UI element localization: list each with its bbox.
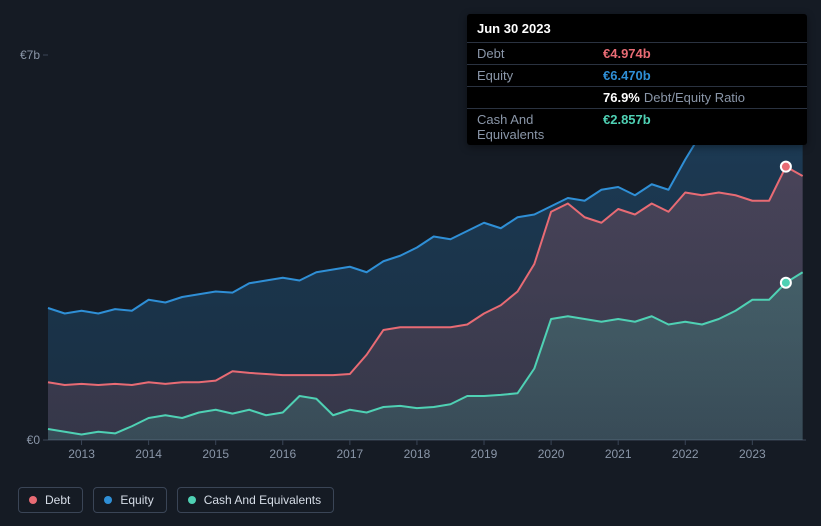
tooltip-row: Debt€4.974b: [467, 42, 807, 64]
legend-label: Debt: [45, 493, 70, 507]
svg-text:2022: 2022: [672, 447, 699, 461]
svg-text:2013: 2013: [68, 447, 95, 461]
tooltip-rows: Debt€4.974bEquity€6.470b76.9%Debt/Equity…: [467, 42, 807, 145]
tooltip-row: Equity€6.470b: [467, 64, 807, 86]
legend: Debt Equity Cash And Equivalents: [18, 487, 334, 513]
tooltip-value: €4.974b: [603, 46, 651, 61]
legend-item[interactable]: Debt: [18, 487, 83, 513]
svg-text:2017: 2017: [337, 447, 364, 461]
svg-text:2023: 2023: [739, 447, 766, 461]
svg-text:2014: 2014: [135, 447, 162, 461]
tooltip-row: Cash And Equivalents€2.857b: [467, 108, 807, 145]
legend-label: Cash And Equivalents: [204, 493, 321, 507]
legend-item[interactable]: Equity: [93, 487, 166, 513]
svg-text:€7b: €7b: [20, 48, 40, 62]
svg-text:2016: 2016: [269, 447, 296, 461]
hover-tooltip: Jun 30 2023 Debt€4.974bEquity€6.470b76.9…: [467, 14, 807, 145]
svg-text:2015: 2015: [202, 447, 229, 461]
tooltip-label: Equity: [477, 68, 603, 83]
legend-label: Equity: [120, 493, 153, 507]
tooltip-date: Jun 30 2023: [467, 14, 807, 42]
svg-text:2020: 2020: [538, 447, 565, 461]
legend-dot-icon: [104, 496, 112, 504]
tooltip-value: 76.9%Debt/Equity Ratio: [603, 90, 745, 105]
svg-text:2021: 2021: [605, 447, 632, 461]
tooltip-value: €2.857b: [603, 112, 651, 142]
tooltip-label: Debt: [477, 46, 603, 61]
svg-text:2018: 2018: [404, 447, 431, 461]
tooltip-label: [477, 90, 603, 105]
legend-item[interactable]: Cash And Equivalents: [177, 487, 334, 513]
tooltip-row: 76.9%Debt/Equity Ratio: [467, 86, 807, 108]
legend-dot-icon: [29, 496, 37, 504]
svg-text:€0: €0: [27, 433, 41, 447]
tooltip-label: Cash And Equivalents: [477, 112, 603, 142]
svg-text:2019: 2019: [471, 447, 498, 461]
legend-dot-icon: [188, 496, 196, 504]
tooltip-value: €6.470b: [603, 68, 651, 83]
